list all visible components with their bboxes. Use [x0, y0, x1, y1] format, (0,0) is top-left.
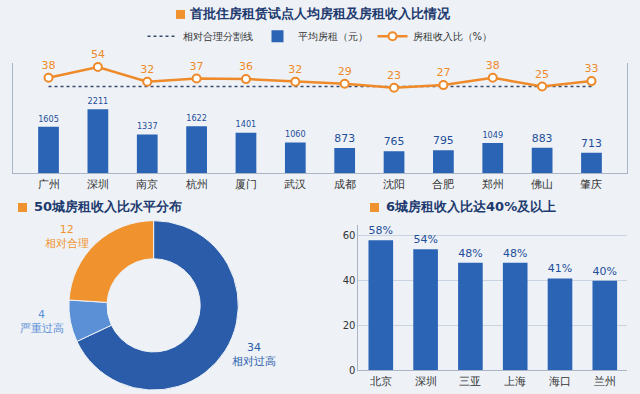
svg-text:795: 795	[433, 134, 454, 147]
svg-text:上海: 上海	[504, 375, 526, 388]
svg-text:60: 60	[343, 230, 356, 241]
svg-text:48%: 48%	[503, 247, 527, 260]
svg-text:4严重过高: 4严重过高	[20, 308, 64, 335]
svg-text:40%: 40%	[593, 265, 617, 278]
svg-text:沈阳: 沈阳	[383, 178, 405, 191]
svg-text:2211: 2211	[88, 96, 109, 106]
svg-text:23: 23	[387, 69, 401, 82]
svg-text:34相对过高: 34相对过高	[232, 341, 276, 368]
svg-text:873: 873	[334, 132, 355, 145]
svg-text:三亚: 三亚	[459, 375, 481, 388]
svg-text:1049: 1049	[482, 130, 503, 140]
svg-text:29: 29	[338, 65, 352, 78]
svg-text:相对合理分割线: 相对合理分割线	[183, 31, 253, 42]
svg-text:杭州: 杭州	[185, 178, 208, 191]
svg-text:6城房租收入比达40%及以上: 6城房租收入比达40%及以上	[386, 199, 556, 214]
svg-text:40: 40	[343, 275, 356, 286]
svg-text:54: 54	[91, 48, 105, 61]
svg-text:25: 25	[535, 68, 549, 81]
svg-text:广州: 广州	[38, 178, 60, 191]
svg-text:1060: 1060	[285, 129, 306, 139]
svg-text:1337: 1337	[137, 121, 158, 131]
svg-text:12相对合理: 12相对合理	[45, 223, 89, 250]
svg-text:合肥: 合肥	[432, 178, 454, 191]
svg-text:厦门: 厦门	[235, 178, 257, 191]
svg-text:深圳: 深圳	[87, 178, 109, 191]
svg-text:1622: 1622	[186, 113, 207, 123]
svg-text:肇庆: 肇庆	[580, 178, 602, 191]
svg-text:38: 38	[486, 59, 500, 72]
svg-text:深圳: 深圳	[415, 375, 437, 388]
svg-text:武汉: 武汉	[284, 178, 306, 191]
svg-text:海口: 海口	[549, 375, 571, 388]
svg-text:1401: 1401	[236, 119, 257, 129]
svg-text:36: 36	[239, 60, 253, 73]
svg-text:48%: 48%	[458, 247, 482, 260]
svg-text:1605: 1605	[38, 114, 59, 124]
svg-text:54%: 54%	[413, 233, 437, 246]
svg-text:首批住房租赁试点人均房租及房租收入比情况: 首批住房租赁试点人均房租及房租收入比情况	[189, 6, 451, 21]
svg-text:南京: 南京	[136, 178, 158, 191]
svg-text:20: 20	[343, 320, 356, 331]
svg-text:平均房租（元）: 平均房租（元）	[298, 31, 368, 42]
svg-text:41%: 41%	[548, 262, 572, 275]
svg-text:佛山: 佛山	[531, 178, 553, 191]
svg-text:765: 765	[384, 135, 405, 148]
svg-text:郑州: 郑州	[482, 178, 504, 191]
svg-text:33: 33	[584, 62, 598, 75]
svg-text:0: 0	[349, 365, 355, 376]
svg-text:32: 32	[140, 63, 154, 76]
svg-text:58%: 58%	[369, 224, 393, 237]
svg-text:房租收入比（%）: 房租收入比（%）	[413, 31, 493, 42]
svg-text:713: 713	[581, 137, 602, 150]
svg-text:37: 37	[190, 60, 204, 73]
svg-text:38: 38	[42, 59, 56, 72]
svg-text:50城房租收入比水平分布: 50城房租收入比水平分布	[34, 199, 182, 214]
svg-text:兰州: 兰州	[594, 375, 616, 388]
svg-text:883: 883	[532, 132, 553, 145]
svg-text:32: 32	[288, 63, 302, 76]
svg-text:北京: 北京	[370, 375, 392, 388]
svg-text:27: 27	[436, 66, 450, 79]
svg-text:成都: 成都	[334, 178, 356, 191]
